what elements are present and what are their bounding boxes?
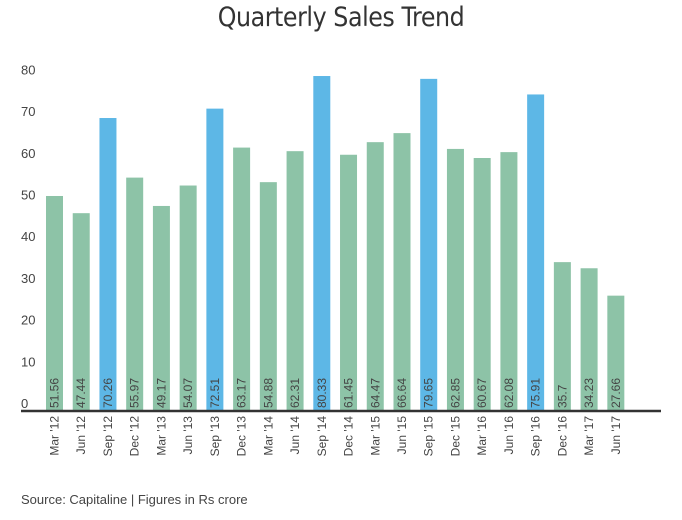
x-axis-labels: Mar '12 Jun '12 Sep '12 Dec '12 Mar '13 Jun '… bbox=[48, 416, 623, 457]
data-label: 55.97 bbox=[128, 378, 142, 408]
x-tick-label: Jun '16 bbox=[502, 416, 516, 455]
x-tick-label: Sep '15 bbox=[422, 416, 436, 457]
bar-dec-13 bbox=[233, 147, 251, 411]
data-label: 62.31 bbox=[288, 378, 302, 408]
bar-jun-15 bbox=[393, 133, 411, 411]
bar-jun-16 bbox=[500, 152, 518, 411]
data-label: 72.51 bbox=[208, 378, 222, 408]
bar-dec-12 bbox=[126, 177, 144, 411]
x-tick-label: Mar '17 bbox=[582, 416, 596, 456]
data-label: 63.17 bbox=[235, 378, 249, 408]
y-tick-label: 10 bbox=[21, 354, 35, 369]
x-tick-label: Mar '14 bbox=[261, 416, 275, 456]
x-tick-label: Jun '15 bbox=[395, 416, 409, 455]
bar-dec-14 bbox=[340, 154, 358, 412]
y-tick-label: 40 bbox=[21, 229, 35, 244]
x-tick-label: Dec '12 bbox=[128, 416, 142, 457]
y-tick-label: 0 bbox=[21, 396, 28, 411]
y-tick-label: 70 bbox=[21, 104, 35, 119]
x-tick-label: Mar '15 bbox=[368, 416, 382, 456]
x-tick-label: Dec '13 bbox=[235, 416, 249, 457]
data-label: 75.91 bbox=[529, 378, 543, 408]
data-label: 62.08 bbox=[502, 378, 516, 408]
bar-jun-12 bbox=[72, 213, 90, 411]
x-tick-label: Jun '12 bbox=[74, 416, 88, 455]
bar-mar-15 bbox=[366, 142, 384, 411]
y-tick-label: 60 bbox=[21, 146, 35, 161]
data-label: 62.85 bbox=[448, 378, 462, 408]
bar-sep-14 bbox=[313, 76, 331, 412]
data-label: 79.65 bbox=[422, 378, 436, 408]
bar-jun-14 bbox=[286, 151, 304, 411]
chart-title: Quarterly Sales Trend bbox=[217, 2, 465, 33]
data-label: 54.07 bbox=[181, 378, 195, 408]
x-tick-label: Mar '13 bbox=[154, 416, 168, 456]
data-label: 49.17 bbox=[154, 378, 168, 408]
data-label: 54.88 bbox=[261, 378, 275, 408]
data-label: 70.26 bbox=[101, 378, 115, 408]
x-tick-label: Jun '14 bbox=[288, 416, 302, 455]
bar-jun-17 bbox=[607, 295, 625, 411]
bar-chart: 0 10 20 30 40 50 60 70 80 51.56 47.44 70.26 55.97 49… bbox=[21, 62, 661, 457]
bar-mar-14 bbox=[259, 182, 277, 411]
bar-sep-16 bbox=[527, 94, 545, 412]
y-axis: 0 10 20 30 40 50 60 70 80 bbox=[21, 62, 35, 411]
data-label: 35.7 bbox=[555, 384, 569, 408]
bar-mar-12 bbox=[46, 195, 63, 411]
data-label: 27.66 bbox=[609, 378, 623, 408]
x-tick-label: Jun '17 bbox=[609, 416, 623, 455]
data-label: 34.23 bbox=[582, 378, 596, 408]
bar-mar-17 bbox=[580, 268, 598, 411]
bar-mar-16 bbox=[473, 158, 491, 411]
data-label: 47.44 bbox=[74, 378, 88, 408]
bars bbox=[46, 76, 625, 412]
data-label: 80.33 bbox=[315, 378, 329, 408]
x-tick-label: Sep '13 bbox=[208, 416, 222, 457]
bar-dec-16 bbox=[553, 262, 571, 411]
bar-mar-13 bbox=[152, 205, 170, 411]
y-tick-label: 20 bbox=[21, 313, 35, 328]
data-label: 61.45 bbox=[342, 378, 356, 408]
data-label: 60.67 bbox=[475, 378, 489, 408]
y-tick-label: 50 bbox=[21, 188, 35, 203]
data-labels: 51.56 47.44 70.26 55.97 49.17 54.07 72.51 63.17… bbox=[48, 378, 623, 408]
bar-dec-15 bbox=[446, 148, 464, 411]
x-tick-label: Sep '16 bbox=[529, 416, 543, 457]
x-tick-label: Mar '16 bbox=[475, 416, 489, 456]
x-tick-label: Dec '14 bbox=[342, 416, 356, 457]
bar-jun-13 bbox=[179, 185, 197, 411]
source-note: Source: Capitaline | Figures in Rs crore bbox=[21, 492, 248, 507]
x-tick-label: Mar '12 bbox=[48, 416, 62, 456]
bar-sep-13 bbox=[206, 108, 224, 411]
data-label: 51.56 bbox=[48, 378, 62, 408]
x-tick-label: Sep '12 bbox=[101, 416, 115, 457]
data-label: 64.47 bbox=[368, 378, 382, 408]
x-tick-label: Sep '14 bbox=[315, 416, 329, 457]
x-tick-label: Dec '15 bbox=[448, 416, 462, 457]
bar-sep-12 bbox=[99, 118, 117, 411]
y-tick-label: 30 bbox=[21, 271, 35, 286]
data-label: 66.64 bbox=[395, 378, 409, 408]
y-tick-label: 80 bbox=[21, 62, 35, 77]
bar-sep-15 bbox=[420, 78, 438, 411]
x-tick-label: Jun '13 bbox=[181, 416, 195, 455]
x-tick-label: Dec '16 bbox=[555, 416, 569, 457]
